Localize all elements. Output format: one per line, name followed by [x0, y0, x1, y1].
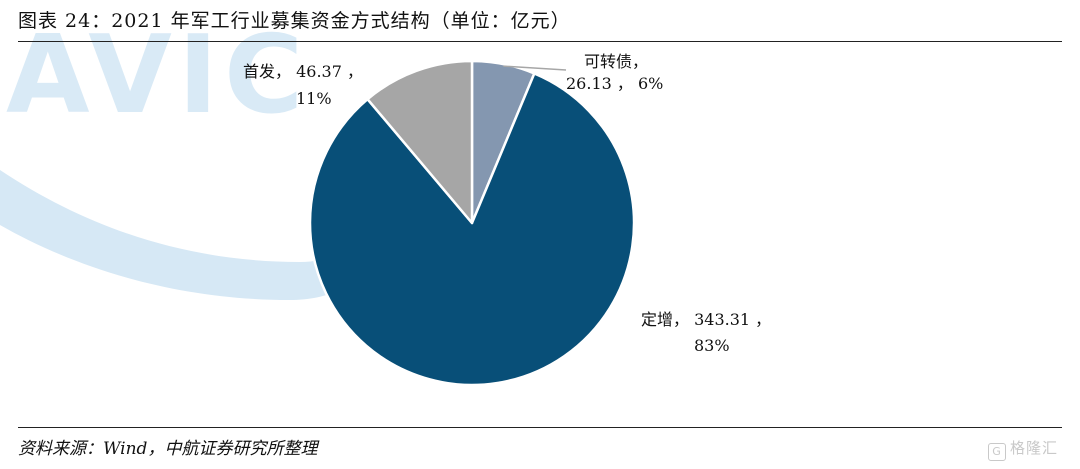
watermark-letters: AVIC — [6, 13, 309, 138]
figure-title: 图表 24：2021 年军工行业募集资金方式结构（单位：亿元） — [18, 10, 571, 32]
data-label-private-placement-line1: 定增， 343.31 ， — [641, 310, 771, 329]
data-label-convertible-bond-value: 26.13 ， 6% — [566, 74, 663, 93]
leader-line-convertible-bond — [503, 65, 567, 71]
watermark-swoosh — [0, 170, 395, 300]
gelonghui-logo-icon: G — [987, 443, 1006, 461]
brand-text: 格隆汇 — [1009, 439, 1058, 457]
data-label-convertible-bond-name: 可转债， — [584, 52, 648, 71]
pie-slice-ipo — [366, 59, 474, 225]
title-rule — [18, 41, 1062, 42]
brand-watermark: G 格隆汇 — [987, 437, 1058, 461]
source-note: 资料来源：Wind，中航证券研究所整理 — [18, 439, 318, 459]
data-label-ipo-percent: 11% — [296, 89, 332, 108]
source-rule — [18, 427, 1062, 428]
data-label-private-placement-percent: 83% — [694, 336, 730, 355]
data-label-ipo-line1: 首发， 46.37 ， — [243, 62, 363, 81]
pie-slice-private-placement — [308, 72, 636, 387]
